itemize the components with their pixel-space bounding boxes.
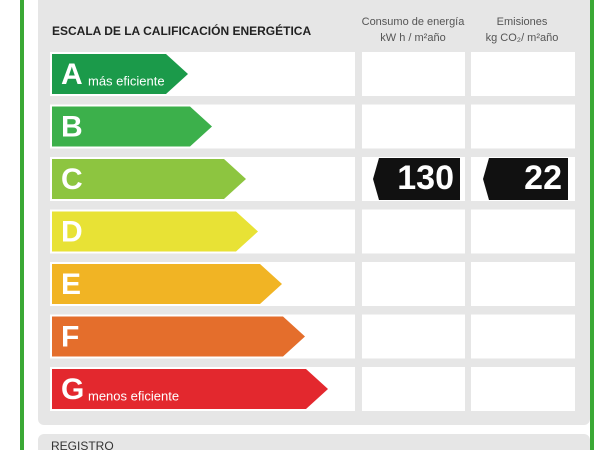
value-cell [471,209,575,254]
value-cell [471,262,575,306]
rating-letter: C [61,163,83,196]
rating-letter: B [61,110,83,143]
column-title: Emisiones [497,16,548,28]
rating-arrow [52,211,258,252]
scale-title: ESCALA DE LA CALIFICACIÓN ENERGÉTICA [52,23,311,38]
rating-letter: E [61,268,81,301]
value-cell [362,367,465,411]
value-badge [373,158,460,200]
value-cell [362,262,465,306]
column-unit: kg CO₂/ m²año [486,32,559,44]
rating-note: menos eficiente [88,388,179,403]
frame-left [20,0,24,450]
rating-arrow [52,264,282,304]
value-badge [483,158,568,200]
value-cell [362,209,465,254]
rating-letter: G [61,373,84,406]
value-cell [362,52,465,96]
rating-letter: D [61,215,83,248]
rating-letter: A [61,58,83,91]
value-cell [471,104,575,149]
value-cell [471,367,575,411]
rating-arrow [52,316,305,357]
value-cell [471,52,575,96]
rating-arrow [52,159,246,199]
footer-card [38,434,590,455]
rating-arrow [52,106,212,147]
footer-title: REGISTRO [51,439,114,450]
frame-right [590,0,594,450]
rating-letter: F [61,320,79,353]
column-title: Consumo de energía [362,16,466,28]
column-unit: kW h / m²año [380,32,445,44]
value-cell [362,314,465,359]
value-cell [471,314,575,359]
consumption-value: 130 [397,159,454,197]
value-cell [362,104,465,149]
rating-arrow [52,369,328,409]
emissions-value: 22 [524,159,562,197]
rating-note: más eficiente [88,73,165,88]
rating-arrow [52,54,188,94]
